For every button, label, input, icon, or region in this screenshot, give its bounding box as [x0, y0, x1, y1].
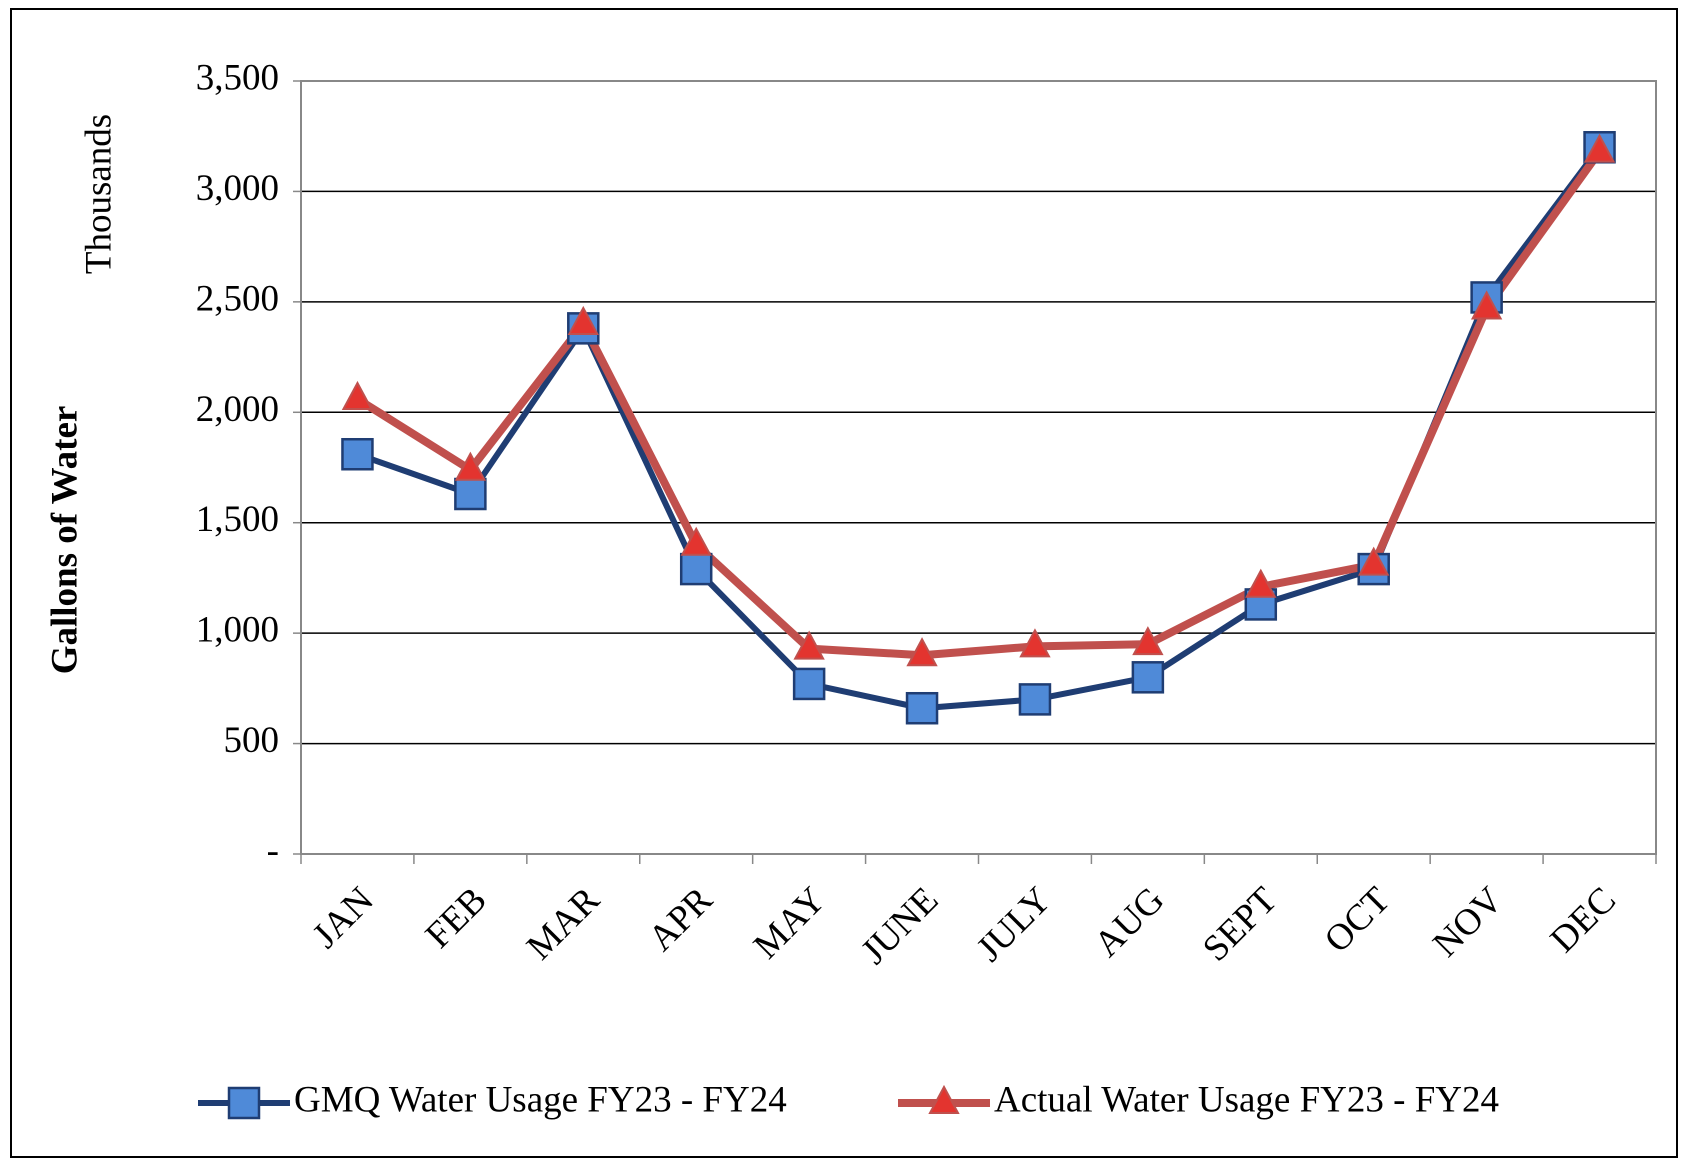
data-point: [1132, 626, 1164, 656]
data-point: [679, 552, 713, 586]
y-axis-label: Gallons of Water: [44, 406, 85, 675]
y-axis-unit: Thousands: [78, 114, 119, 274]
y-tick-label: -: [267, 830, 279, 871]
data-point: [567, 305, 599, 335]
y-tick-label: 2,000: [196, 389, 279, 430]
data-point: [792, 667, 826, 701]
data-point: [454, 451, 487, 481]
data-point: [905, 691, 939, 725]
legend-label: Actual Water Usage FY23 - FY24: [994, 1079, 1499, 1120]
data-point: [1583, 133, 1616, 163]
data-point: [1245, 568, 1277, 598]
chart-border: [10, 8, 1678, 1158]
y-tick-label: 3,500: [196, 57, 279, 98]
y-tick-label: 3,000: [196, 168, 279, 209]
data-point: [1131, 661, 1165, 694]
data-point: [1018, 683, 1052, 716]
data-point: [341, 437, 374, 471]
legend-label: GMQ Water Usage FY23 - FY24: [294, 1079, 787, 1120]
data-point: [1358, 546, 1390, 576]
data-point: [341, 380, 374, 411]
data-point: [680, 526, 712, 556]
data-point: [454, 477, 487, 511]
y-tick-label: 2,500: [196, 278, 279, 319]
data-point: [1470, 290, 1503, 320]
y-tick-label: 1,500: [196, 499, 279, 540]
y-tick-label: 500: [224, 720, 280, 761]
data-point: [1019, 628, 1051, 658]
y-tick-label: 1,000: [196, 610, 279, 651]
legend-marker: [928, 1084, 960, 1114]
data-point: [906, 637, 938, 667]
legend-marker: [227, 1086, 261, 1120]
data-point: [793, 630, 825, 660]
series-line: [355, 149, 1603, 660]
